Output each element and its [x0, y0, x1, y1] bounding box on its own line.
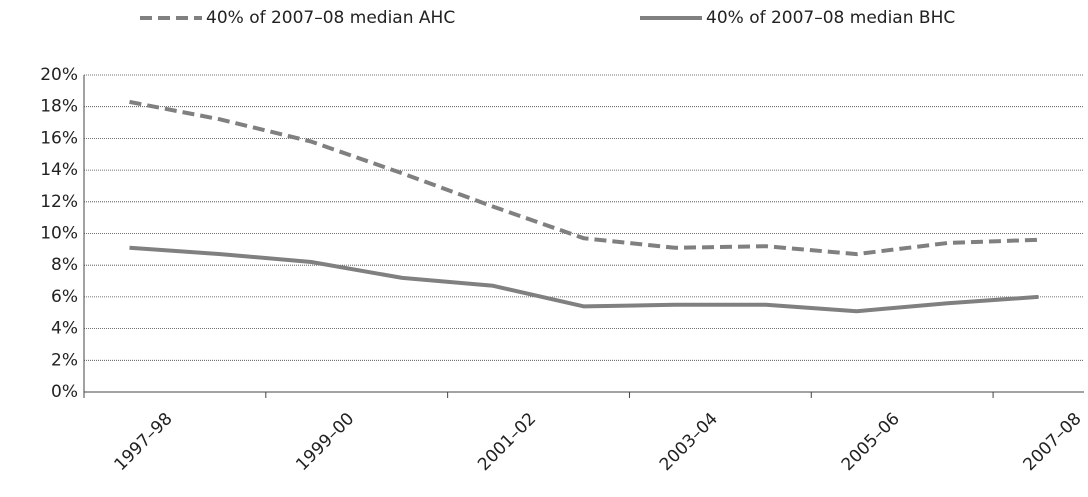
- y-tick-label: 20%: [40, 65, 78, 85]
- y-tick-label: 6%: [51, 287, 78, 307]
- legend-label: 40% of 2007–08 median AHC: [206, 8, 455, 28]
- x-tick-label: 1997–98: [110, 409, 176, 475]
- y-tick-label: 0%: [51, 382, 78, 402]
- y-tick-label: 8%: [51, 255, 78, 275]
- y-tick-label: 16%: [40, 128, 78, 148]
- line: [129, 99, 1039, 257]
- y-tick-label: 18%: [40, 97, 78, 117]
- y-tick-label: 10%: [40, 224, 78, 244]
- y-tick-label: 14%: [40, 160, 78, 180]
- y-tick-label: 4%: [51, 319, 78, 339]
- legend-label: 40% of 2007–08 median BHC: [706, 8, 955, 28]
- y-tick-label: 12%: [40, 192, 78, 212]
- line: [129, 245, 1039, 314]
- x-tick-label: 2007–08: [1020, 409, 1086, 475]
- x-tick-label: 2005–06: [838, 409, 904, 475]
- x-tick-label: 2003–04: [656, 409, 722, 475]
- x-tick-label: 2001–02: [474, 409, 540, 475]
- y-tick-label: 2%: [51, 350, 78, 370]
- x-tick-label: 1999–00: [292, 409, 358, 475]
